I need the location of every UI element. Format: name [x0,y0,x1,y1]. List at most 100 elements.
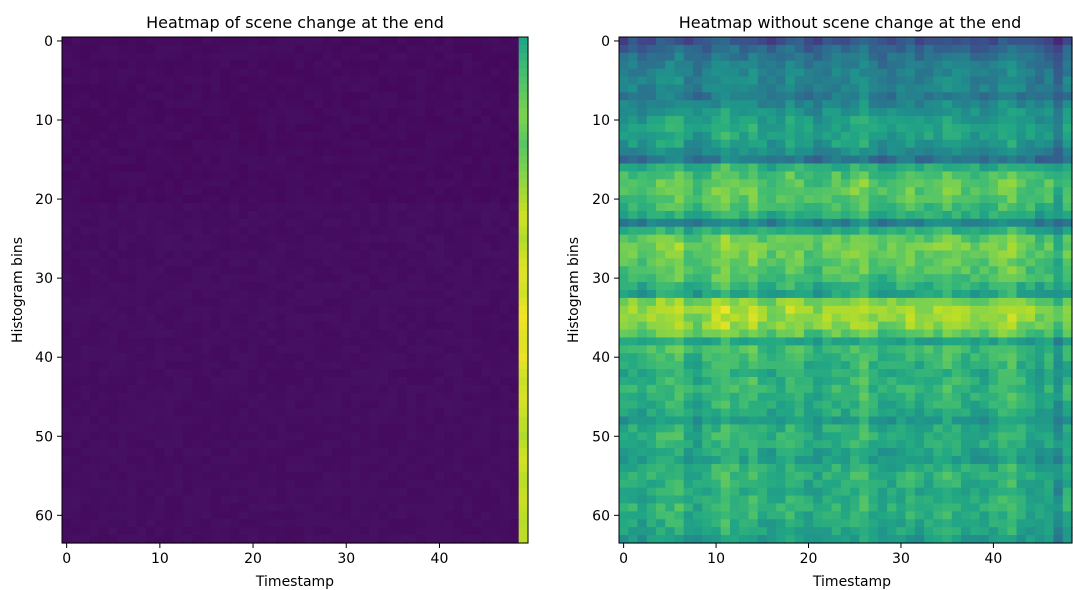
heatmap-cell [360,147,371,157]
heatmap-cell [988,274,999,283]
heatmap-cell [276,463,287,473]
heatmap-cell [729,44,740,54]
heatmap-cell [406,400,417,410]
heatmap-cell [136,416,147,426]
heatmap-cell [304,392,315,402]
heatmap-cell [822,290,833,299]
heatmap-cell [397,44,408,54]
heatmap-cell [813,242,823,252]
heatmap-cell [164,187,175,196]
heatmap-cell [739,210,750,220]
heatmap-cell [332,361,343,370]
heatmap-cell [201,218,212,228]
heatmap-cell [462,171,473,180]
heatmap-cell [896,242,907,252]
heatmap-cell [416,258,427,267]
heatmap-cell [201,203,212,212]
heatmap-cell [322,171,333,180]
heatmap-cell [628,210,639,220]
heatmap-cell [462,527,473,536]
heatmap-cell [665,195,676,204]
heatmap-cell [416,495,427,505]
heatmap-cell [674,242,685,252]
heatmap-cell [665,297,676,307]
heatmap-cell [729,226,740,236]
heatmap-cell [332,203,343,212]
heatmap-cell [183,345,194,354]
heatmap-cell [136,203,147,212]
heatmap-cell [211,487,222,497]
heatmap-cell [71,392,82,402]
heatmap-cell [500,353,510,362]
heatmap-cell [229,226,240,236]
heatmap-cell [481,108,492,117]
heatmap-cell [295,76,305,86]
heatmap-cell [108,487,119,497]
heatmap-cell [951,250,962,259]
heatmap-cell [117,321,128,331]
heatmap-cell [831,147,842,157]
heatmap-cell [720,258,731,267]
heatmap-cell [425,400,436,410]
heatmap-cell [313,187,324,196]
heatmap-cell [425,369,436,378]
heatmap-cell [748,108,759,117]
heatmap-cell [813,258,823,267]
heatmap-cell [80,408,91,418]
heatmap-cell [285,487,296,497]
heatmap-cell [267,527,277,536]
heatmap-cell [183,123,194,133]
heatmap-cell [155,463,166,473]
heatmap-cell [62,274,72,283]
heatmap-cell [979,195,990,204]
heatmap-cell [748,210,759,220]
heatmap-cell [248,37,259,46]
heatmap-cell [267,195,277,204]
heatmap-cell [388,353,399,362]
heatmap-cell [887,92,897,101]
heatmap-cell [192,527,203,536]
heatmap-cell [692,266,703,275]
heatmap-cell [729,313,740,323]
heatmap-cell [803,313,814,323]
heatmap-cell [416,463,427,473]
heatmap-cell [979,147,990,157]
heatmap-cell [248,68,259,78]
heatmap-cell [692,195,703,204]
heatmap-cell [896,131,907,141]
heatmap-cell [117,147,128,157]
heatmap-cell [285,535,296,544]
heatmap-cell [739,139,750,149]
heatmap-cell [914,305,925,315]
heatmap-cell [89,218,100,228]
heatmap-cell [509,242,520,252]
heatmap-cell [229,218,240,228]
heatmap-cell [868,60,879,70]
heatmap-cell [211,400,222,410]
heatmap-cell [914,52,925,62]
heatmap-cell [285,527,296,536]
heatmap-cell [748,234,759,244]
heatmap-cell [655,250,666,259]
heatmap-cell [509,440,520,449]
heatmap-cell [896,250,907,259]
heatmap-cell [887,37,897,46]
heatmap-cell [776,218,786,228]
heatmap-cell [201,139,212,149]
heatmap-cell [229,519,240,528]
heatmap-cell [850,313,860,323]
heatmap-cell [332,76,343,86]
heatmap-cell [877,155,888,165]
heatmap-cell [1016,282,1027,291]
heatmap-cell [267,503,277,512]
heatmap-cell [80,68,91,78]
heatmap-cell [924,218,934,228]
heatmap-cell [276,131,287,141]
heatmap-cell [1062,84,1073,93]
heatmap-cell [108,313,119,323]
heatmap-cell [295,313,305,323]
heatmap-cell [739,218,750,228]
heatmap-cell [136,139,147,149]
heatmap-cell [248,345,259,354]
heatmap-cell [145,408,156,418]
